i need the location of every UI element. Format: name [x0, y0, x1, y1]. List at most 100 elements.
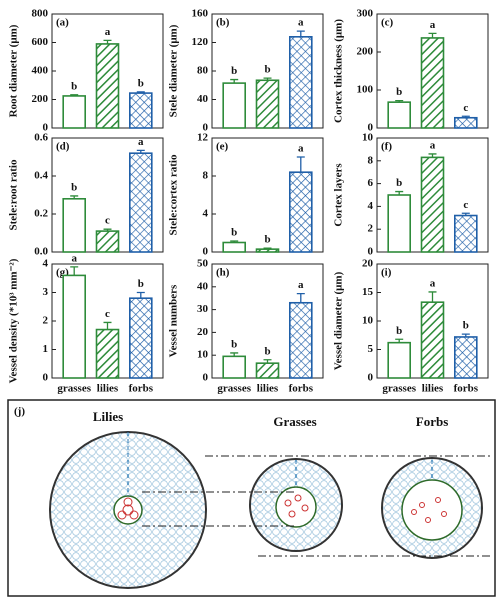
- panel-label: (i): [381, 267, 392, 279]
- y-tick-label: 0: [368, 122, 374, 134]
- diagram-panel: (j) Lilies Grasses Forbs: [7, 399, 496, 597]
- panel-label: (h): [216, 267, 230, 279]
- stele: [275, 486, 317, 528]
- error-bar: [103, 39, 112, 44]
- bar: [222, 82, 246, 129]
- error-bar: [395, 99, 404, 103]
- y-tick-label: 30: [197, 303, 209, 315]
- significance-letter: c: [105, 308, 110, 320]
- vessel: [425, 517, 431, 523]
- error-bar: [103, 321, 112, 330]
- error-bar: [230, 352, 239, 357]
- bar: [95, 328, 120, 379]
- significance-letter: b: [71, 181, 77, 193]
- error-bar: [296, 292, 305, 303]
- error-bar: [136, 91, 145, 94]
- bar: [387, 101, 412, 129]
- vessel: [411, 509, 417, 515]
- significance-letter: a: [298, 279, 304, 291]
- bar: [387, 341, 412, 379]
- y-tick-label: 4: [368, 200, 374, 212]
- vessel: [123, 497, 133, 507]
- bar: [453, 214, 478, 253]
- significance-letter: b: [463, 320, 469, 332]
- significance-letter: a: [298, 143, 304, 155]
- vessel: [122, 504, 134, 516]
- error-bar: [263, 359, 272, 364]
- bar: [288, 35, 313, 129]
- bar: [129, 152, 153, 253]
- y-tick-label: 8: [203, 170, 209, 182]
- y-axis-label: Stele:root ratio: [8, 159, 20, 230]
- y-tick-label: 40: [197, 93, 209, 105]
- y-tick-label: 0: [203, 372, 209, 384]
- stele: [401, 479, 463, 541]
- significance-letter: b: [71, 80, 77, 92]
- bar: [453, 336, 478, 379]
- bar: [420, 37, 445, 129]
- y-tick-label: 0: [368, 372, 374, 384]
- bar: [222, 241, 246, 253]
- y-axis-label: Vessel numbers: [168, 284, 180, 357]
- error-bar: [70, 195, 79, 199]
- error-bar: [461, 115, 470, 118]
- y-tick-label: 20: [197, 326, 209, 338]
- y-tick-label: 0: [368, 246, 374, 258]
- significance-letter: c: [463, 102, 468, 114]
- y-tick-label: 300: [357, 8, 374, 20]
- error-bar: [136, 291, 145, 299]
- y-axis-label: Vessel diameter (μm): [333, 271, 345, 370]
- x-tick-label: forbs: [454, 383, 479, 395]
- bar: [222, 355, 246, 379]
- y-tick-label: 0.6: [34, 132, 48, 144]
- y-tick-label: 12: [197, 132, 209, 144]
- diagram-title: Grasses: [273, 414, 316, 429]
- error-bar: [395, 338, 404, 343]
- significance-letter: b: [231, 227, 237, 239]
- significance-letter: b: [396, 86, 402, 98]
- bar: [420, 156, 445, 253]
- significance-letter: b: [396, 177, 402, 189]
- bar: [255, 362, 280, 379]
- y-tick-label: 4: [203, 208, 209, 220]
- y-tick-label: 0.4: [34, 170, 48, 182]
- error-bar: [263, 247, 272, 250]
- error-bar: [230, 78, 239, 84]
- y-axis-label: Stele diameter (μm): [168, 24, 180, 117]
- error-bar: [296, 30, 305, 37]
- y-tick-label: 0.2: [34, 208, 48, 220]
- x-tick-label: forbs: [289, 383, 314, 395]
- x-tick-label: lilies: [422, 383, 444, 395]
- bar: [95, 230, 120, 253]
- bar: [95, 43, 120, 129]
- y-tick-label: 2: [43, 315, 49, 327]
- panel-label: (f): [381, 141, 392, 153]
- error-bar: [461, 212, 470, 216]
- y-tick-label: 40: [197, 280, 209, 292]
- x-tick-label: forbs: [129, 383, 154, 395]
- x-tick-label: lilies: [257, 383, 279, 395]
- y-tick-label: 600: [32, 36, 49, 48]
- significance-letter: c: [105, 215, 110, 227]
- bar: [453, 116, 478, 129]
- stele: [113, 495, 143, 525]
- significance-letter: a: [138, 136, 144, 148]
- y-axis-label: Stele:cortex ratio: [168, 154, 180, 235]
- panel-label: (c): [381, 17, 394, 29]
- y-tick-label: 80: [197, 65, 209, 77]
- significance-letter: a: [105, 26, 111, 38]
- y-tick-label: 0: [43, 372, 49, 384]
- significance-letter: b: [138, 77, 144, 89]
- bar: [129, 297, 153, 379]
- y-tick-label: 100: [357, 84, 374, 96]
- y-axis-label: Cortex thickness (μm): [333, 19, 345, 123]
- y-tick-label: 160: [192, 8, 209, 20]
- bar: [62, 198, 87, 253]
- bar: [129, 92, 153, 129]
- bar: [420, 301, 445, 379]
- panel-label: (a): [56, 17, 69, 29]
- significance-letter: a: [71, 252, 77, 264]
- significance-letter: b: [264, 64, 270, 76]
- significance-letter: b: [231, 338, 237, 350]
